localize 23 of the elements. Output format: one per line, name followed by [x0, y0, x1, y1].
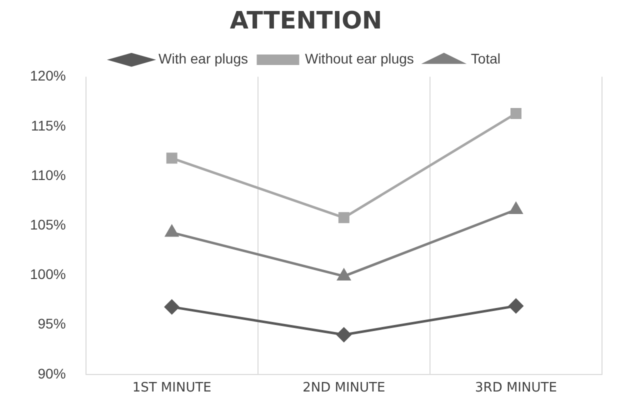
y-tick-label: 115%: [31, 117, 66, 134]
point: [508, 298, 524, 314]
point: [164, 300, 180, 314]
x-tick-label: 3RD MINUTE: [475, 380, 557, 396]
legend-label: With ear plugs: [158, 50, 248, 67]
point: [166, 152, 178, 164]
point: [510, 202, 522, 214]
legend-label: Total: [470, 50, 501, 67]
point: [165, 225, 178, 237]
y-tick-label: 90%: [38, 365, 66, 382]
y-tick-label: 110%: [31, 166, 66, 183]
y-tick-label: 120%: [30, 68, 66, 84]
point: [337, 268, 350, 280]
point: [338, 212, 350, 224]
point: [336, 327, 352, 342]
point: [510, 108, 522, 119]
x-tick-label: 2ND MINUTE: [302, 380, 386, 396]
y-tick-label: 100%: [30, 266, 66, 282]
legend-label: Without ear plugs: [304, 50, 414, 67]
y-tick-label: 95%: [38, 316, 66, 332]
chart-title: ATTENTION: [230, 6, 382, 35]
x-tick-label: 1ST MINUTE: [132, 380, 212, 396]
y-tick-label: 105%: [30, 216, 66, 232]
